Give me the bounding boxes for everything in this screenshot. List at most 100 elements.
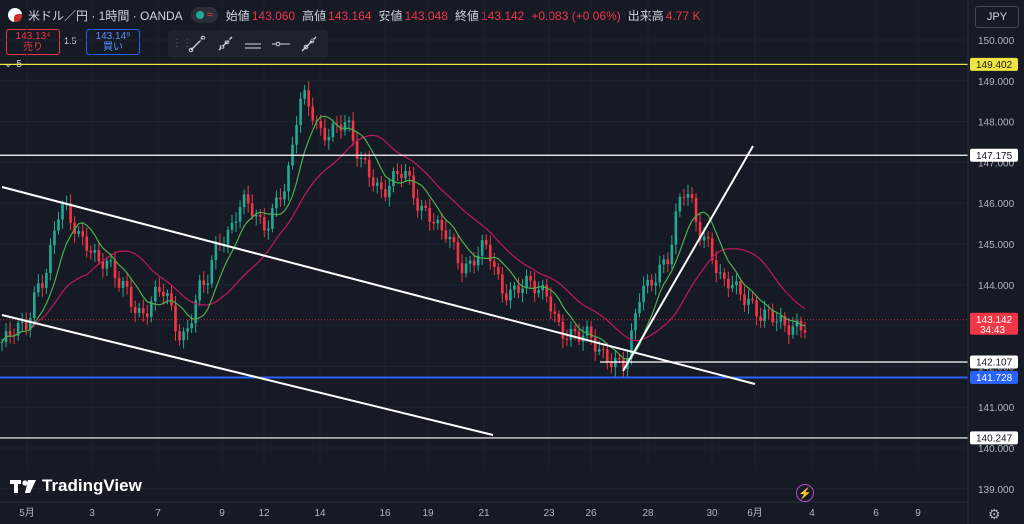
- candle-body: [262, 216, 266, 231]
- candle-body: [739, 281, 742, 295]
- candle-body: [242, 194, 246, 208]
- candle-body: [678, 196, 682, 212]
- candle-body: [553, 311, 557, 314]
- candle-body: [452, 236, 456, 243]
- candle-body: [24, 321, 28, 330]
- y-tick-label: 140.000: [978, 444, 1015, 455]
- y-tick-label: 150.000: [978, 36, 1015, 47]
- candle-body: [593, 337, 597, 352]
- sell-price: 143.13⁴: [15, 31, 51, 42]
- ohlc-value: 143.048: [404, 8, 448, 23]
- candle-body: [650, 279, 653, 286]
- candle-body: [638, 301, 641, 314]
- candle-body: [178, 331, 181, 341]
- buy-button[interactable]: 143.14⁹ 買い: [86, 29, 140, 55]
- candle-body: [484, 240, 488, 245]
- candle-body: [517, 285, 520, 293]
- horizontal-line-tool-icon[interactable]: [268, 33, 294, 55]
- symbol-title[interactable]: 米ドル／円 · 1時間 · OANDA: [28, 8, 183, 23]
- candle-body: [28, 317, 32, 330]
- candle-body: [238, 207, 242, 222]
- candle-body: [690, 193, 694, 198]
- settings-gear-icon[interactable]: ⚙: [988, 506, 1001, 522]
- sell-button[interactable]: 143.13⁴ 売り: [6, 29, 60, 55]
- candle-body: [743, 294, 746, 305]
- candle-body: [0, 341, 4, 343]
- candle-body: [396, 171, 399, 174]
- candle-body: [605, 349, 609, 363]
- candle-body: [464, 263, 468, 274]
- candle-body: [521, 288, 524, 293]
- candle-body: [731, 285, 734, 289]
- candle-body: [250, 203, 254, 217]
- candle-body: [275, 197, 278, 209]
- candle-body: [194, 300, 197, 324]
- candle-body: [432, 221, 436, 224]
- candle-body: [686, 193, 690, 198]
- candle-body: [363, 157, 367, 160]
- chart-grid: [0, 39, 968, 490]
- buy-price: 143.14⁹: [95, 31, 131, 42]
- candle-body: [145, 313, 149, 317]
- candle-body: [634, 313, 637, 331]
- candle-body: [460, 263, 464, 274]
- candle-body: [436, 219, 440, 224]
- candle-body: [662, 259, 666, 265]
- candle-body: [327, 136, 331, 141]
- price-label-bg: [970, 370, 1018, 384]
- ma-short-line: [1, 115, 806, 360]
- price-label-bg: [970, 312, 1018, 335]
- candle-body: [303, 90, 306, 99]
- candle-body: [755, 300, 758, 317]
- candle-body: [783, 316, 787, 326]
- lightning-icon[interactable]: ⚡: [796, 484, 814, 502]
- x-tick-label: 30: [706, 508, 718, 519]
- wave-icon: ≈: [206, 9, 213, 21]
- candle-body: [803, 330, 807, 333]
- candle-body: [694, 197, 698, 223]
- candle-body: [747, 298, 750, 305]
- channel-upper-line: [1, 186, 756, 385]
- candle-body: [658, 264, 662, 283]
- candle-body: [8, 330, 12, 336]
- candle-body: [787, 325, 791, 335]
- x-tick-label: 9: [219, 508, 225, 519]
- candle-body: [174, 305, 177, 332]
- x-tick-label: 23: [543, 508, 555, 519]
- candle-body: [779, 316, 783, 322]
- candle-body: [97, 250, 101, 262]
- candle-body: [182, 331, 185, 341]
- candle-body: [557, 313, 561, 323]
- tradingview-logo[interactable]: TradingView: [10, 476, 142, 496]
- ohlc-value: 143.060: [251, 8, 296, 23]
- candle-body: [440, 219, 444, 231]
- candle-body: [359, 157, 363, 159]
- candle-body: [375, 182, 379, 186]
- candle-body: [190, 323, 193, 329]
- y-tick-label: 148.000: [978, 118, 1015, 129]
- x-tick-label: 28: [642, 508, 654, 519]
- candle-body: [646, 279, 649, 286]
- y-tick-label: 139.000: [978, 485, 1015, 496]
- candle-body: [549, 296, 553, 312]
- x-tick-label: 12: [258, 508, 270, 519]
- horizontal-lines: [0, 63, 968, 439]
- candle-body: [335, 123, 339, 125]
- candle-body: [674, 211, 678, 245]
- currency-selector[interactable]: JPY: [975, 6, 1019, 28]
- candle-body: [513, 285, 516, 290]
- sell-label: 売り: [23, 42, 43, 53]
- candle-body: [791, 326, 795, 335]
- candle-body: [529, 275, 532, 281]
- drawing-toolbar: ⋮⋮: [168, 30, 328, 58]
- candle-body: [53, 230, 56, 246]
- candle-body: [210, 260, 214, 284]
- candle-body: [698, 222, 702, 241]
- brand-name: TradingView: [42, 476, 142, 495]
- candle-body: [775, 321, 779, 323]
- candle-body: [347, 120, 351, 123]
- extended-line-tool-icon[interactable]: [296, 33, 322, 55]
- market-status[interactable]: ≈: [190, 7, 218, 23]
- candle-body: [137, 308, 141, 313]
